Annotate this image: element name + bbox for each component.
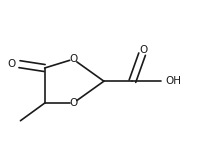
Text: OH: OH (165, 76, 181, 86)
Text: O: O (69, 54, 77, 64)
Text: O: O (139, 46, 147, 55)
Text: O: O (8, 59, 16, 69)
Text: O: O (69, 98, 77, 108)
